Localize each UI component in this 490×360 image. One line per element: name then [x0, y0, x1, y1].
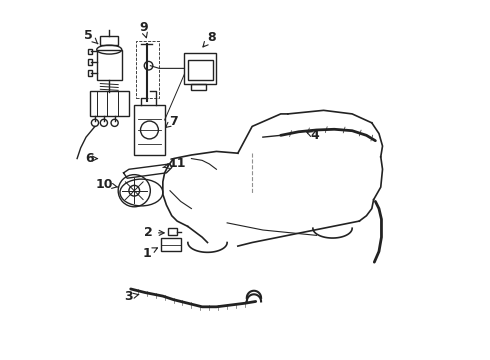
Bar [184, 53, 217, 84]
Text: 11: 11 [163, 157, 186, 170]
Text: 3: 3 [124, 290, 139, 303]
Bar [100, 36, 118, 45]
Bar [161, 238, 181, 251]
Bar [88, 59, 92, 65]
Text: 7: 7 [166, 114, 178, 127]
Text: 8: 8 [203, 31, 216, 47]
Bar [134, 105, 165, 155]
Bar [90, 91, 129, 116]
Text: 4: 4 [307, 129, 319, 142]
Text: 9: 9 [139, 21, 147, 38]
Bar [97, 50, 122, 80]
Bar [168, 228, 177, 235]
Text: 6: 6 [85, 152, 98, 165]
Text: 5: 5 [84, 29, 98, 44]
Bar [136, 41, 159, 98]
Bar [188, 60, 213, 80]
Text: 10: 10 [95, 178, 118, 191]
Bar [88, 70, 92, 76]
Text: 2: 2 [144, 226, 164, 239]
Bar [88, 49, 92, 54]
Bar [192, 84, 206, 90]
Text: 1: 1 [143, 247, 157, 260]
